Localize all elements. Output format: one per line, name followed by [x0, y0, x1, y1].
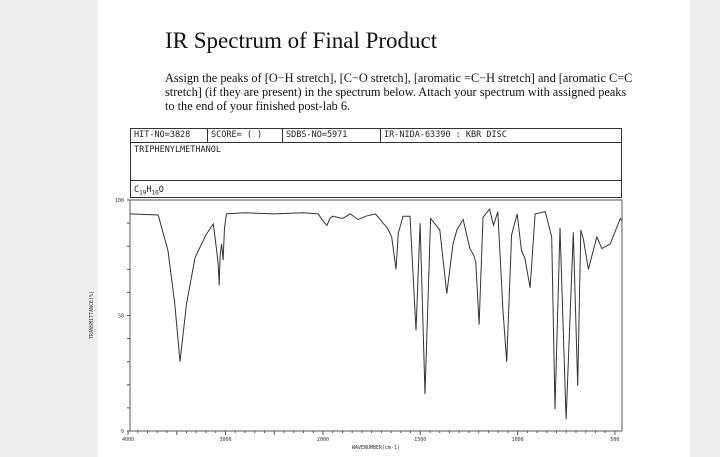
y-tick-label: 0 — [121, 429, 124, 435]
y-axis-label: TRANSMITTANCE(%) — [89, 291, 95, 339]
formula-c: C — [134, 185, 140, 195]
header-row: HIT-NO=3828 SCORE= ( ) SDBS-NO=5971 IR-N… — [131, 129, 621, 143]
spectrum-header-box: HIT-NO=3828 SCORE= ( ) SDBS-NO=5971 IR-N… — [130, 128, 622, 198]
instructions-text: Assign the peaks of [O−H stretch], [C−O … — [165, 71, 633, 113]
y-tick-label: 50 — [118, 314, 124, 320]
x-tick-label: 4000 — [122, 437, 134, 443]
x-tick-label: 2000 — [317, 437, 329, 443]
formula-c-count: 19 — [139, 189, 147, 197]
y-tick-label: 100 — [115, 198, 124, 204]
x-tick-label: 500 — [610, 437, 619, 443]
x-tick-label: 1000 — [512, 437, 524, 443]
formula-o: O — [158, 185, 164, 195]
formula-h: H — [146, 185, 152, 195]
plot-frame — [129, 199, 623, 432]
document-page — [98, 0, 690, 457]
x-axis-label: WAVENUMBER(cm-1) — [352, 445, 400, 451]
sdbs-no: SDBS-NO=5971 — [283, 129, 381, 142]
spectrum-line — [129, 208, 623, 420]
score: SCORE= ( ) — [208, 129, 283, 142]
compound-name: TRIPHENYLMETHANOL — [134, 145, 221, 155]
molecular-formula: C19H16O — [131, 180, 621, 199]
x-tick-label: 1500 — [414, 437, 426, 443]
x-tick-label: 3000 — [219, 437, 231, 443]
hit-no: HIT-NO=3828 — [131, 129, 208, 142]
page-title: IR Spectrum of Final Product — [165, 28, 438, 53]
formula-h-count: 16 — [151, 189, 159, 197]
source: IR-NIDA-63390 : KBR DISC — [384, 130, 507, 140]
